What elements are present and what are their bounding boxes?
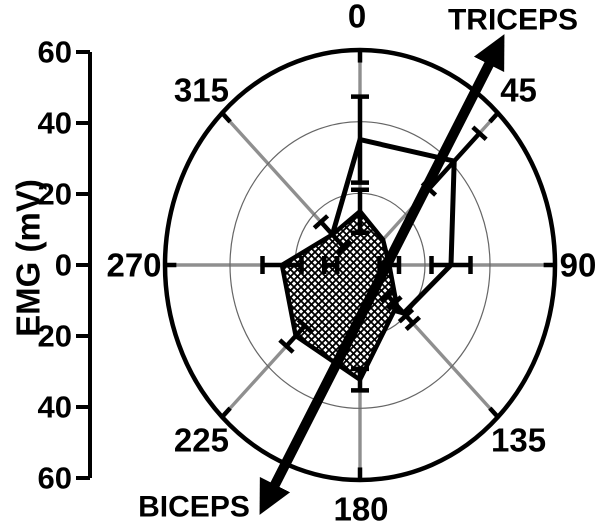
circle-tick-135 (488, 406, 500, 419)
angle-label-315: 315 (174, 72, 229, 109)
radial-axis-tick-label-6: 60 (38, 461, 72, 496)
radial-axis-tick-label-4: 20 (38, 319, 72, 354)
angle-label-270: 270 (106, 247, 161, 284)
radial-axis-tick-label-0: 60 (38, 35, 72, 70)
emg-axis-title: EMG (mV) (10, 179, 47, 337)
triceps-label: TRICEPS (448, 4, 578, 37)
angle-label-90: 90 (560, 247, 597, 284)
circle-tick-225 (220, 406, 232, 419)
angle-label-45: 45 (500, 72, 537, 109)
biceps-label: BICEPS (138, 491, 250, 524)
circle-tick-315 (220, 111, 232, 124)
radial-axis (76, 50, 92, 480)
circle-tick-45 (488, 111, 500, 124)
angle-label-225: 225 (174, 421, 229, 458)
radial-axis-tick-label-2: 20 (38, 177, 72, 212)
radial-axis-tick-label-1: 40 (38, 106, 72, 141)
muscle-axis-arrow (259, 34, 505, 515)
angle-label-0: 0 (348, 0, 366, 35)
angle-label-180: 180 (333, 491, 388, 526)
radial-axis-tick-label-5: 40 (38, 390, 72, 425)
radial-axis-tick-label-3: 0 (55, 248, 72, 283)
angle-label-135: 135 (491, 421, 546, 458)
